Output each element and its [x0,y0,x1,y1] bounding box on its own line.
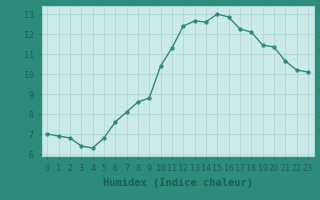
X-axis label: Humidex (Indice chaleur): Humidex (Indice chaleur) [103,178,252,188]
